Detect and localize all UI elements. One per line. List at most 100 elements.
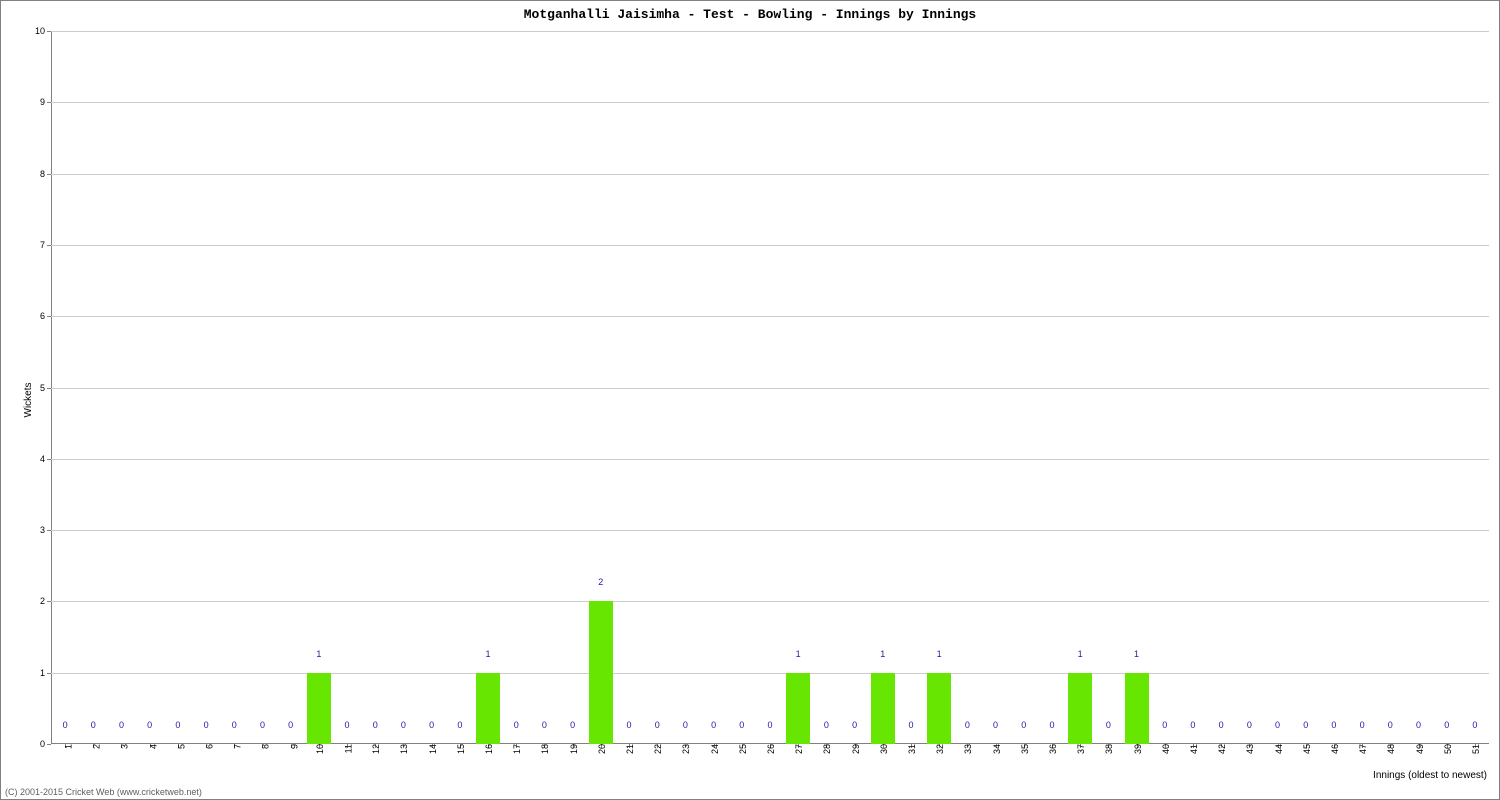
x-tick-label: 26 [754, 744, 776, 754]
grid-line [51, 388, 1489, 389]
x-tick-label: 8 [249, 744, 271, 749]
bar [1125, 673, 1149, 744]
bar-value-label: 0 [570, 720, 575, 732]
x-tick-label: 38 [1092, 744, 1114, 754]
bar [871, 673, 895, 744]
x-tick-label: 18 [528, 744, 550, 754]
bar-value-label: 1 [880, 649, 885, 661]
bar-value-label: 0 [1360, 720, 1365, 732]
x-tick-label: 32 [923, 744, 945, 754]
x-tick-label: 25 [726, 744, 748, 754]
bar-value-label: 0 [683, 720, 688, 732]
x-tick-label: 7 [221, 744, 243, 749]
bar-value-label: 0 [739, 720, 744, 732]
x-tick-label: 11 [331, 744, 353, 753]
x-tick-label: 51 [1459, 744, 1481, 754]
x-tick-label: 40 [1149, 744, 1171, 754]
bar-value-label: 0 [993, 720, 998, 732]
x-tick-label: 6 [193, 744, 215, 749]
x-tick-label: 21 [613, 744, 635, 754]
x-tick-label: 39 [1121, 744, 1143, 754]
bar-value-label: 0 [147, 720, 152, 732]
grid-line [51, 673, 1489, 674]
x-tick-label: 16 [472, 744, 494, 754]
bar-value-label: 0 [824, 720, 829, 732]
x-tick-label: 17 [500, 744, 522, 754]
bar [307, 673, 331, 744]
y-tick-mark [47, 744, 51, 745]
bar-value-label: 0 [711, 720, 716, 732]
plot-area: 0123456789101020304050607080901011101201… [51, 31, 1489, 744]
bar [786, 673, 810, 744]
bar-value-label: 0 [1049, 720, 1054, 732]
x-axis-label: Innings (oldest to newest) [1373, 770, 1487, 781]
bar-value-label: 0 [1416, 720, 1421, 732]
bar-value-label: 0 [1162, 720, 1167, 732]
bar-value-label: 0 [1021, 720, 1026, 732]
x-tick-label: 13 [387, 744, 409, 754]
bar-value-label: 0 [91, 720, 96, 732]
x-tick-label: 14 [416, 744, 438, 754]
x-tick-label: 10 [303, 744, 325, 754]
bar-value-label: 1 [1134, 649, 1139, 661]
y-tick-mark [47, 102, 51, 103]
grid-line [51, 245, 1489, 246]
x-tick-label: 24 [698, 744, 720, 754]
x-tick-label: 34 [980, 744, 1002, 754]
y-axis-label: Wickets [23, 383, 34, 418]
x-tick-label: 5 [164, 744, 186, 749]
x-tick-label: 47 [1346, 744, 1368, 754]
x-tick-label: 42 [1205, 744, 1227, 754]
x-tick-label: 27 [782, 744, 804, 754]
x-tick-label: 49 [1402, 744, 1424, 754]
y-tick-mark [47, 31, 51, 32]
x-tick-label: 44 [1262, 744, 1284, 754]
x-tick-label: 23 [669, 744, 691, 754]
y-tick-mark [47, 673, 51, 674]
bar-value-label: 0 [373, 720, 378, 732]
x-tick-label: 1 [52, 744, 74, 749]
y-tick-mark [47, 601, 51, 602]
bar-value-label: 0 [1388, 720, 1393, 732]
bar-value-label: 0 [1247, 720, 1252, 732]
y-tick-mark [47, 245, 51, 246]
grid-line [51, 459, 1489, 460]
x-tick-label: 9 [277, 744, 299, 749]
bar [1068, 673, 1092, 744]
bar-value-label: 0 [1275, 720, 1280, 732]
x-tick-label: 2 [80, 744, 102, 749]
y-tick-mark [47, 530, 51, 531]
x-tick-label: 19 [557, 744, 579, 754]
bar-value-label: 0 [627, 720, 632, 732]
grid-line [51, 316, 1489, 317]
bar-value-label: 0 [119, 720, 124, 732]
x-tick-label: 43 [1233, 744, 1255, 754]
bar [589, 601, 613, 744]
bar-value-label: 1 [486, 649, 491, 661]
x-tick-label: 31 [895, 744, 917, 754]
x-tick-label: 33 [951, 744, 973, 754]
bar-value-label: 0 [1331, 720, 1336, 732]
bar-value-label: 0 [429, 720, 434, 732]
x-tick-label: 28 [810, 744, 832, 754]
bar-value-label: 0 [655, 720, 660, 732]
bar-value-label: 0 [514, 720, 519, 732]
bar-value-label: 0 [965, 720, 970, 732]
bar-value-label: 0 [175, 720, 180, 732]
x-tick-label: 22 [641, 744, 663, 754]
x-tick-label: 36 [1036, 744, 1058, 754]
bar-value-label: 1 [937, 649, 942, 661]
copyright-text: (C) 2001-2015 Cricket Web (www.cricketwe… [5, 787, 202, 797]
chart-frame: Motganhalli Jaisimha - Test - Bowling - … [0, 0, 1500, 800]
x-tick-label: 41 [1177, 744, 1199, 754]
bar [927, 673, 951, 744]
x-tick-label: 12 [359, 744, 381, 754]
bar-value-label: 0 [1303, 720, 1308, 732]
bar-value-label: 0 [260, 720, 265, 732]
y-tick-mark [47, 459, 51, 460]
bar-value-label: 0 [288, 720, 293, 732]
grid-line [51, 31, 1489, 32]
bar-value-label: 1 [1078, 649, 1083, 661]
x-tick-label: 3 [108, 744, 130, 749]
bar-value-label: 0 [232, 720, 237, 732]
